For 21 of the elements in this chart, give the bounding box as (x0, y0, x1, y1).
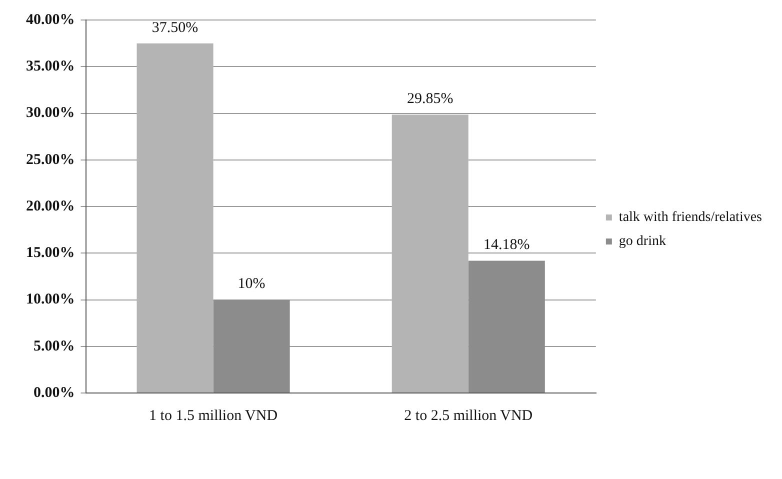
y-tick-label: 10.00% (26, 292, 75, 308)
y-tick-label: 20.00% (26, 198, 75, 214)
x-tick-label: 2 to 2.5 million VND (404, 408, 533, 424)
y-tick-label: 0.00% (34, 384, 75, 401)
data-label: 14.18% (484, 237, 530, 254)
y-tick-label: 5.00% (34, 338, 75, 354)
data-label: 29.85% (406, 91, 454, 108)
y-tick-label: 35.00% (26, 58, 75, 74)
data-label: 10% (238, 276, 266, 292)
y-tick-label: 25.00% (26, 152, 75, 168)
x-tick-label: 1 to 1.5 million VND (149, 408, 278, 424)
y-tick-label: 40.00% (26, 12, 75, 28)
bar (392, 114, 468, 392)
y-tick-label: 30.00% (26, 105, 75, 122)
bar (136, 43, 214, 392)
bar (468, 260, 545, 392)
data-label: 37.50% (152, 20, 198, 36)
y-tick-label: 15.00% (26, 245, 75, 261)
bar (213, 300, 290, 392)
legend-label: talk with friends/relatives (618, 210, 762, 226)
legend-label: go drink (618, 234, 666, 250)
